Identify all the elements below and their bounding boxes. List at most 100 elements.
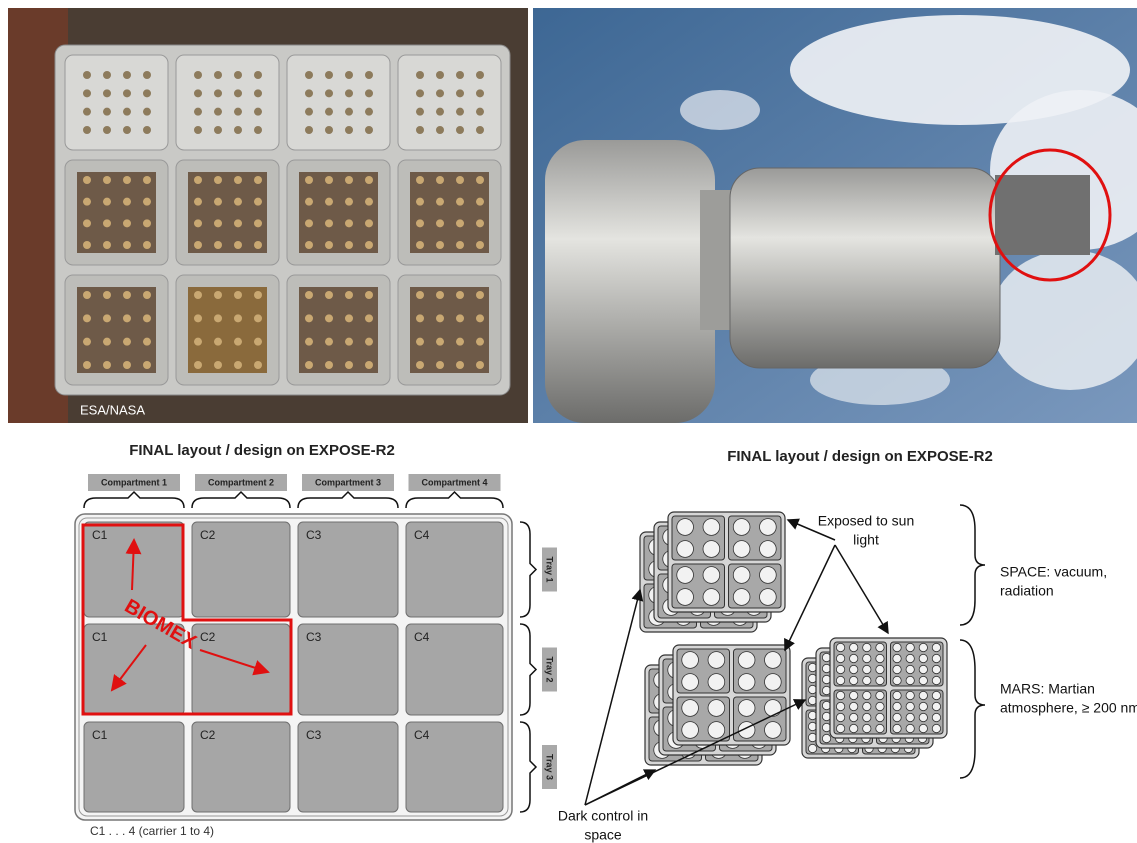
sample-well <box>835 723 846 734</box>
photo-hole <box>83 89 91 98</box>
photo-panel <box>175 54 280 151</box>
sample-well <box>681 673 699 691</box>
photo-hole <box>476 337 484 346</box>
carrier <box>405 721 504 813</box>
photo-hole <box>143 176 151 184</box>
photo-hole <box>83 71 91 79</box>
carrier <box>191 721 291 813</box>
sample-well <box>892 642 902 653</box>
compartment-label: Compartment 3 <box>315 477 381 487</box>
photo-hole <box>254 107 262 116</box>
sample-well <box>931 653 942 664</box>
sample-well <box>702 588 721 606</box>
photo-hole <box>305 219 313 228</box>
sample-well <box>849 664 859 675</box>
sample-well <box>905 642 915 653</box>
sample-well <box>676 518 694 536</box>
photo-hole <box>214 197 222 206</box>
sample-well <box>875 712 885 723</box>
sample-well <box>835 642 846 653</box>
photo-hole <box>194 176 202 184</box>
photo-hole <box>436 219 444 228</box>
photo-hole <box>365 71 373 79</box>
photo-hole <box>436 291 444 299</box>
photo-hole <box>234 71 242 79</box>
sample-well <box>892 690 902 701</box>
brace <box>519 623 538 716</box>
photo-hole <box>194 219 202 228</box>
diagram-title: FINAL layout / design on EXPOSE-R2 <box>727 448 993 465</box>
photo-window <box>410 172 489 253</box>
photo-hole <box>214 241 222 249</box>
sample-well <box>732 540 751 558</box>
photo-hole <box>83 176 91 184</box>
photo-hole <box>305 241 313 249</box>
tray-box <box>542 547 557 592</box>
photo-hole <box>234 337 242 346</box>
carrier-label: C4 <box>414 630 430 644</box>
sample-well <box>849 712 859 723</box>
photo-hole <box>476 219 484 228</box>
brace <box>83 490 185 509</box>
sample-well <box>905 712 915 723</box>
photo-window <box>299 287 378 373</box>
photo-hole <box>325 89 333 98</box>
photo-hole <box>254 197 262 206</box>
photo-hole <box>103 71 111 79</box>
photo-hole <box>123 89 131 98</box>
tray-label: Tray 3 <box>545 754 555 780</box>
photo-hole <box>436 107 444 116</box>
photo-hole <box>234 219 242 228</box>
photo-hole <box>436 126 444 134</box>
sample-well <box>918 675 928 686</box>
photo-hole <box>416 176 424 184</box>
sample-well <box>835 664 846 675</box>
station-photo <box>533 8 1137 423</box>
sample-well <box>759 540 777 558</box>
sample-well <box>732 518 751 536</box>
photo-hole <box>103 126 111 134</box>
sample-well <box>821 733 832 744</box>
photo-hole <box>214 126 222 134</box>
compartment-box <box>195 474 287 491</box>
photo-hole <box>345 361 353 369</box>
sample-well <box>764 699 782 717</box>
photo-hole <box>476 361 484 369</box>
sample-well <box>702 518 721 536</box>
photo-panel <box>286 54 391 151</box>
tray-box <box>542 745 557 789</box>
photo-hole <box>123 314 131 323</box>
photo-hole <box>456 107 464 116</box>
carrier-label: C3 <box>306 528 322 542</box>
photo-hole <box>143 291 151 299</box>
sample-well <box>905 701 915 712</box>
photo-hole <box>83 107 91 116</box>
photo-hole <box>416 197 424 206</box>
photo-hole <box>83 219 91 228</box>
photo-hole <box>345 89 353 98</box>
photo-hole <box>345 197 353 206</box>
photo-hole <box>103 89 111 98</box>
sample-well <box>918 701 928 712</box>
sample-well <box>707 651 726 669</box>
photo-hole <box>123 107 131 116</box>
sample-well <box>732 588 751 606</box>
photo-window <box>188 287 267 373</box>
photo-hole <box>305 107 313 116</box>
sample-well <box>862 664 872 675</box>
sample-well <box>732 566 751 584</box>
photo-hole <box>254 337 262 346</box>
tray-label: Tray 1 <box>545 556 555 582</box>
carrier-label: C2 <box>200 630 216 644</box>
photo-hole <box>305 337 313 346</box>
dark-label: Dark control in <box>558 808 648 824</box>
carrier <box>297 521 399 618</box>
sample-well <box>676 540 694 558</box>
photo-hole <box>325 314 333 323</box>
compartment-label: Compartment 1 <box>101 477 167 487</box>
sample-cell <box>833 641 887 687</box>
sample-well <box>875 723 885 734</box>
biomex-arrows <box>110 538 270 692</box>
photo-window <box>410 287 489 373</box>
photo-hole <box>103 337 111 346</box>
